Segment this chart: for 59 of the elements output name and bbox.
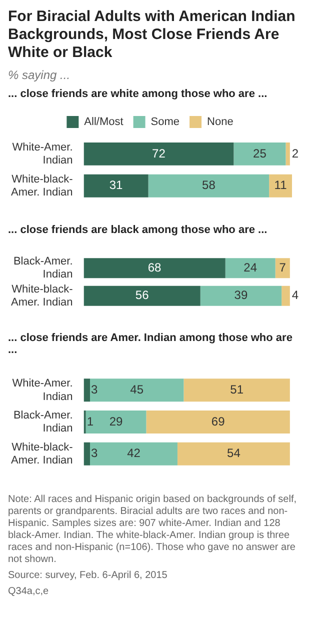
bar bbox=[148, 174, 270, 198]
data-label: 2 bbox=[292, 146, 299, 160]
data-label: 25 bbox=[253, 146, 267, 160]
data-label: 7 bbox=[279, 260, 286, 274]
source-note: Source: survey, Feb. 6-April 6, 2015 bbox=[8, 570, 168, 582]
data-label: 24 bbox=[244, 260, 258, 274]
chart-title: ... close friends are white among those who are ... bbox=[8, 88, 268, 100]
y-tick-label: White-Amer. Indian bbox=[12, 141, 73, 167]
data-label: 68 bbox=[148, 260, 162, 274]
bar bbox=[84, 258, 226, 278]
bar bbox=[275, 258, 290, 278]
bar bbox=[234, 142, 286, 166]
legend-label: Some bbox=[150, 116, 180, 128]
data-label: 69 bbox=[211, 414, 226, 428]
bar bbox=[184, 378, 290, 402]
chart-title: ... close friends are Amer. Indian among those who are ... bbox=[8, 332, 294, 356]
data-label: 3 bbox=[90, 382, 98, 396]
data-label: 54 bbox=[227, 446, 241, 460]
data-label: 31 bbox=[109, 178, 124, 192]
data-label: 58 bbox=[202, 178, 216, 192]
chart-title: ... close friends are black among those who are ... bbox=[8, 224, 268, 236]
data-label: 29 bbox=[109, 414, 124, 428]
bar bbox=[86, 410, 146, 434]
y-tick-label: White-black-Amer. Indian bbox=[10, 173, 74, 198]
bar bbox=[200, 286, 282, 306]
bar bbox=[282, 286, 290, 306]
bar bbox=[84, 174, 148, 198]
bar bbox=[84, 142, 234, 166]
legend-label: None bbox=[207, 116, 234, 128]
bar bbox=[90, 442, 178, 466]
data-label: 11 bbox=[274, 178, 288, 192]
y-tick-label: Black-Amer. Indian bbox=[13, 256, 73, 281]
bar bbox=[90, 378, 184, 402]
text: For Biracial Adults with American Indian Backgrounds, Most Close Friends Are White or Black bbox=[8, 8, 296, 62]
legend-label: All/Most bbox=[84, 116, 124, 128]
data-label: 39 bbox=[234, 288, 248, 302]
bar bbox=[84, 378, 90, 402]
data-label: 4 bbox=[292, 288, 299, 302]
y-tick-label: White-black-Amer. Indian bbox=[10, 283, 74, 309]
bar bbox=[84, 286, 200, 306]
y-tick-label: White-black-Amer. Indian bbox=[10, 441, 74, 466]
data-label: 45 bbox=[130, 382, 144, 396]
bar bbox=[225, 258, 276, 278]
bar bbox=[286, 142, 290, 166]
data-label: 72 bbox=[152, 146, 166, 160]
data-label: 51 bbox=[230, 382, 244, 396]
bar bbox=[146, 410, 290, 434]
data-label: 3 bbox=[90, 446, 98, 460]
bar bbox=[269, 174, 292, 198]
bar bbox=[177, 442, 290, 466]
text: % saying ... bbox=[8, 68, 72, 82]
data-label: 56 bbox=[135, 288, 150, 302]
data-label: 1 bbox=[86, 414, 94, 428]
y-tick-label: Black-Amer. Indian bbox=[13, 409, 73, 435]
data-label: 42 bbox=[127, 446, 141, 460]
text: Note: All races and Hispanic origin based on backgrounds of self, parents or grandparents. Biracial adults are two races and non-Hispanic. Samples sizes are: 907 white-Amer. Indian and 128 black-Amer. Indian. The white-black-Amer. Indian group is three races and non-Hispanic (n=106). Those who gave no answer are not shown. bbox=[8, 494, 298, 566]
text: Q34a,c,e bbox=[8, 586, 50, 598]
y-tick-label: White-Amer. Indian bbox=[12, 378, 73, 403]
bar bbox=[84, 442, 90, 466]
